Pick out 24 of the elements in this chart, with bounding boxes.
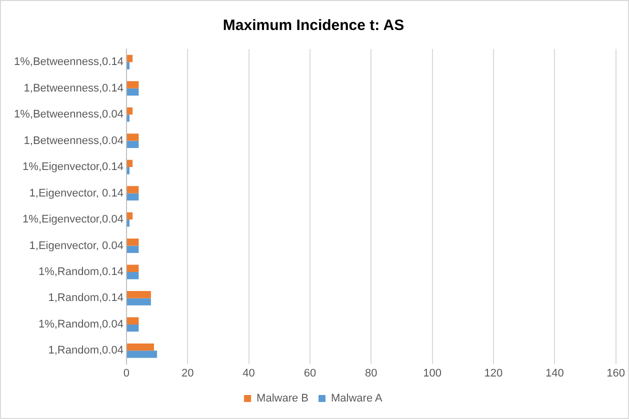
x-tick-label: 100 [423,367,442,380]
x-tick-label: 140 [545,367,564,380]
x-tick-label: 20 [182,367,194,380]
y-tick-label: 1%,Betweenness,0.14 [14,56,124,68]
y-tick-label: 1%,Random,0.04 [38,318,124,330]
x-tick-label: 40 [242,367,255,380]
x-tick-label: 160 [606,367,626,380]
y-tick-label: 1,Eigenvector, 0.04 [29,240,124,252]
y-tick-label: 1%,Betweenness,0.04 [14,108,124,121]
x-tick-label: 60 [304,367,316,380]
y-tick-label: 1,Betweenness,0.14 [24,82,124,94]
x-tick-label: 0 [123,367,130,380]
y-tick-label: 1%,Eigenvector,0.14 [22,161,124,174]
legend-label: Malware B [256,392,309,405]
y-tick-label: 1,Eigenvector, 0.14 [29,187,124,200]
y-tick-label: 1,Random,0.04 [48,344,124,357]
x-tick-label: 80 [365,367,378,380]
y-tick-label: 1%,Random,0.14 [38,266,124,278]
legend-label: Malware A [331,392,384,405]
y-tick-label: 1,Random,0.14 [48,292,124,304]
y-tick-label: 1,Betweenness,0.04 [24,134,124,147]
chart-title: Maximum Incidence t: AS [222,17,404,34]
x-tick-label: 120 [484,367,503,380]
y-tick-label: 1%,Eigenvector,0.04 [22,214,124,226]
